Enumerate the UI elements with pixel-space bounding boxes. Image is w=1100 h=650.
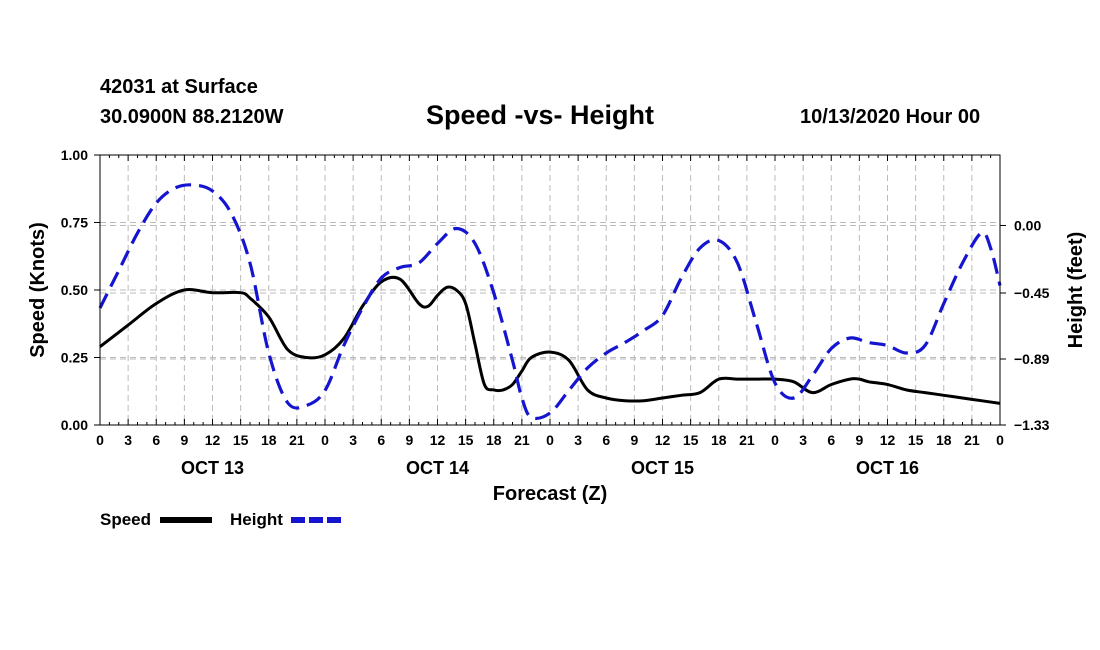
grid-lines — [100, 155, 1000, 426]
x-tick-label: 15 — [458, 432, 474, 448]
day-label: OCT 15 — [631, 458, 694, 478]
x-tick-label: 9 — [405, 432, 413, 448]
y-tick-label: 1.00 — [61, 147, 88, 163]
coordinates-label: 30.0900N 88.2120W — [100, 106, 284, 128]
x-axis-title: Forecast (Z) — [493, 483, 607, 505]
x-tick-label: 6 — [827, 432, 835, 448]
x-tick-label: 18 — [711, 432, 727, 448]
x-tick-label: 15 — [683, 432, 699, 448]
legend: Speed Height — [100, 510, 343, 529]
station-label: 42031 at Surface — [100, 76, 258, 98]
axis-labels: 0 3 6 9 12 15 18 21 0 3 6 9 12 15 18 21 0 3 6 9 12 15 18 21 0 3 6 9… — [61, 147, 1050, 478]
x-tick-label: 18 — [486, 432, 502, 448]
day-label: OCT 13 — [181, 458, 244, 478]
x-tick-label: 6 — [377, 432, 385, 448]
y-tick-label: 0.25 — [61, 350, 88, 366]
x-tick-label: 3 — [349, 432, 357, 448]
x-tick-label: 0 — [996, 432, 1004, 448]
speed-series-line — [99, 275, 1001, 405]
x-tick-label: 12 — [655, 432, 671, 448]
y2-axis-title: Height (feet) — [1065, 232, 1087, 349]
x-tick-label: 21 — [289, 432, 305, 448]
legend-speed-label: Speed — [100, 510, 151, 529]
y2-tick-label: −0.45 — [1014, 285, 1050, 301]
day-label: OCT 14 — [406, 458, 469, 478]
x-tick-label: 0 — [771, 432, 779, 448]
x-tick-label: 6 — [152, 432, 160, 448]
x-tick-label: 0 — [546, 432, 554, 448]
axis-ticks — [94, 154, 1006, 426]
forecast-datetime: 10/13/2020 Hour 00 — [800, 106, 981, 128]
x-tick-label: 3 — [574, 432, 582, 448]
x-tick-label: 15 — [233, 432, 249, 448]
x-tick-label: 9 — [630, 432, 638, 448]
x-tick-label: 21 — [739, 432, 755, 448]
x-tick-label: 12 — [430, 432, 446, 448]
y2-tick-label: −0.89 — [1014, 351, 1050, 367]
y2-tick-label: −1.33 — [1014, 417, 1050, 433]
plot-series — [98, 183, 1002, 421]
x-tick-label: 6 — [602, 432, 610, 448]
x-tick-label: 12 — [880, 432, 896, 448]
x-tick-label: 21 — [964, 432, 980, 448]
x-tick-label: 0 — [321, 432, 329, 448]
x-tick-label: 18 — [261, 432, 277, 448]
legend-height-label: Height — [230, 510, 283, 529]
y-tick-label: 0.00 — [61, 417, 88, 433]
x-tick-label: 9 — [855, 432, 863, 448]
x-tick-label: 3 — [124, 432, 132, 448]
x-tick-label: 15 — [908, 432, 924, 448]
x-tick-label: 21 — [514, 432, 530, 448]
x-tick-label: 12 — [205, 432, 221, 448]
y-axis-title: Speed (Knots) — [27, 222, 49, 358]
height-series-line — [98, 183, 1002, 421]
chart-title: Speed -vs- Height — [426, 100, 655, 130]
y-tick-label: 0.75 — [61, 215, 88, 231]
x-tick-label: 18 — [936, 432, 952, 448]
x-tick-label: 3 — [799, 432, 807, 448]
y-tick-label: 0.50 — [61, 282, 88, 298]
y2-tick-label: 0.00 — [1014, 218, 1041, 234]
day-label: OCT 16 — [856, 458, 919, 478]
x-tick-label: 9 — [180, 432, 188, 448]
x-tick-label: 0 — [96, 432, 104, 448]
